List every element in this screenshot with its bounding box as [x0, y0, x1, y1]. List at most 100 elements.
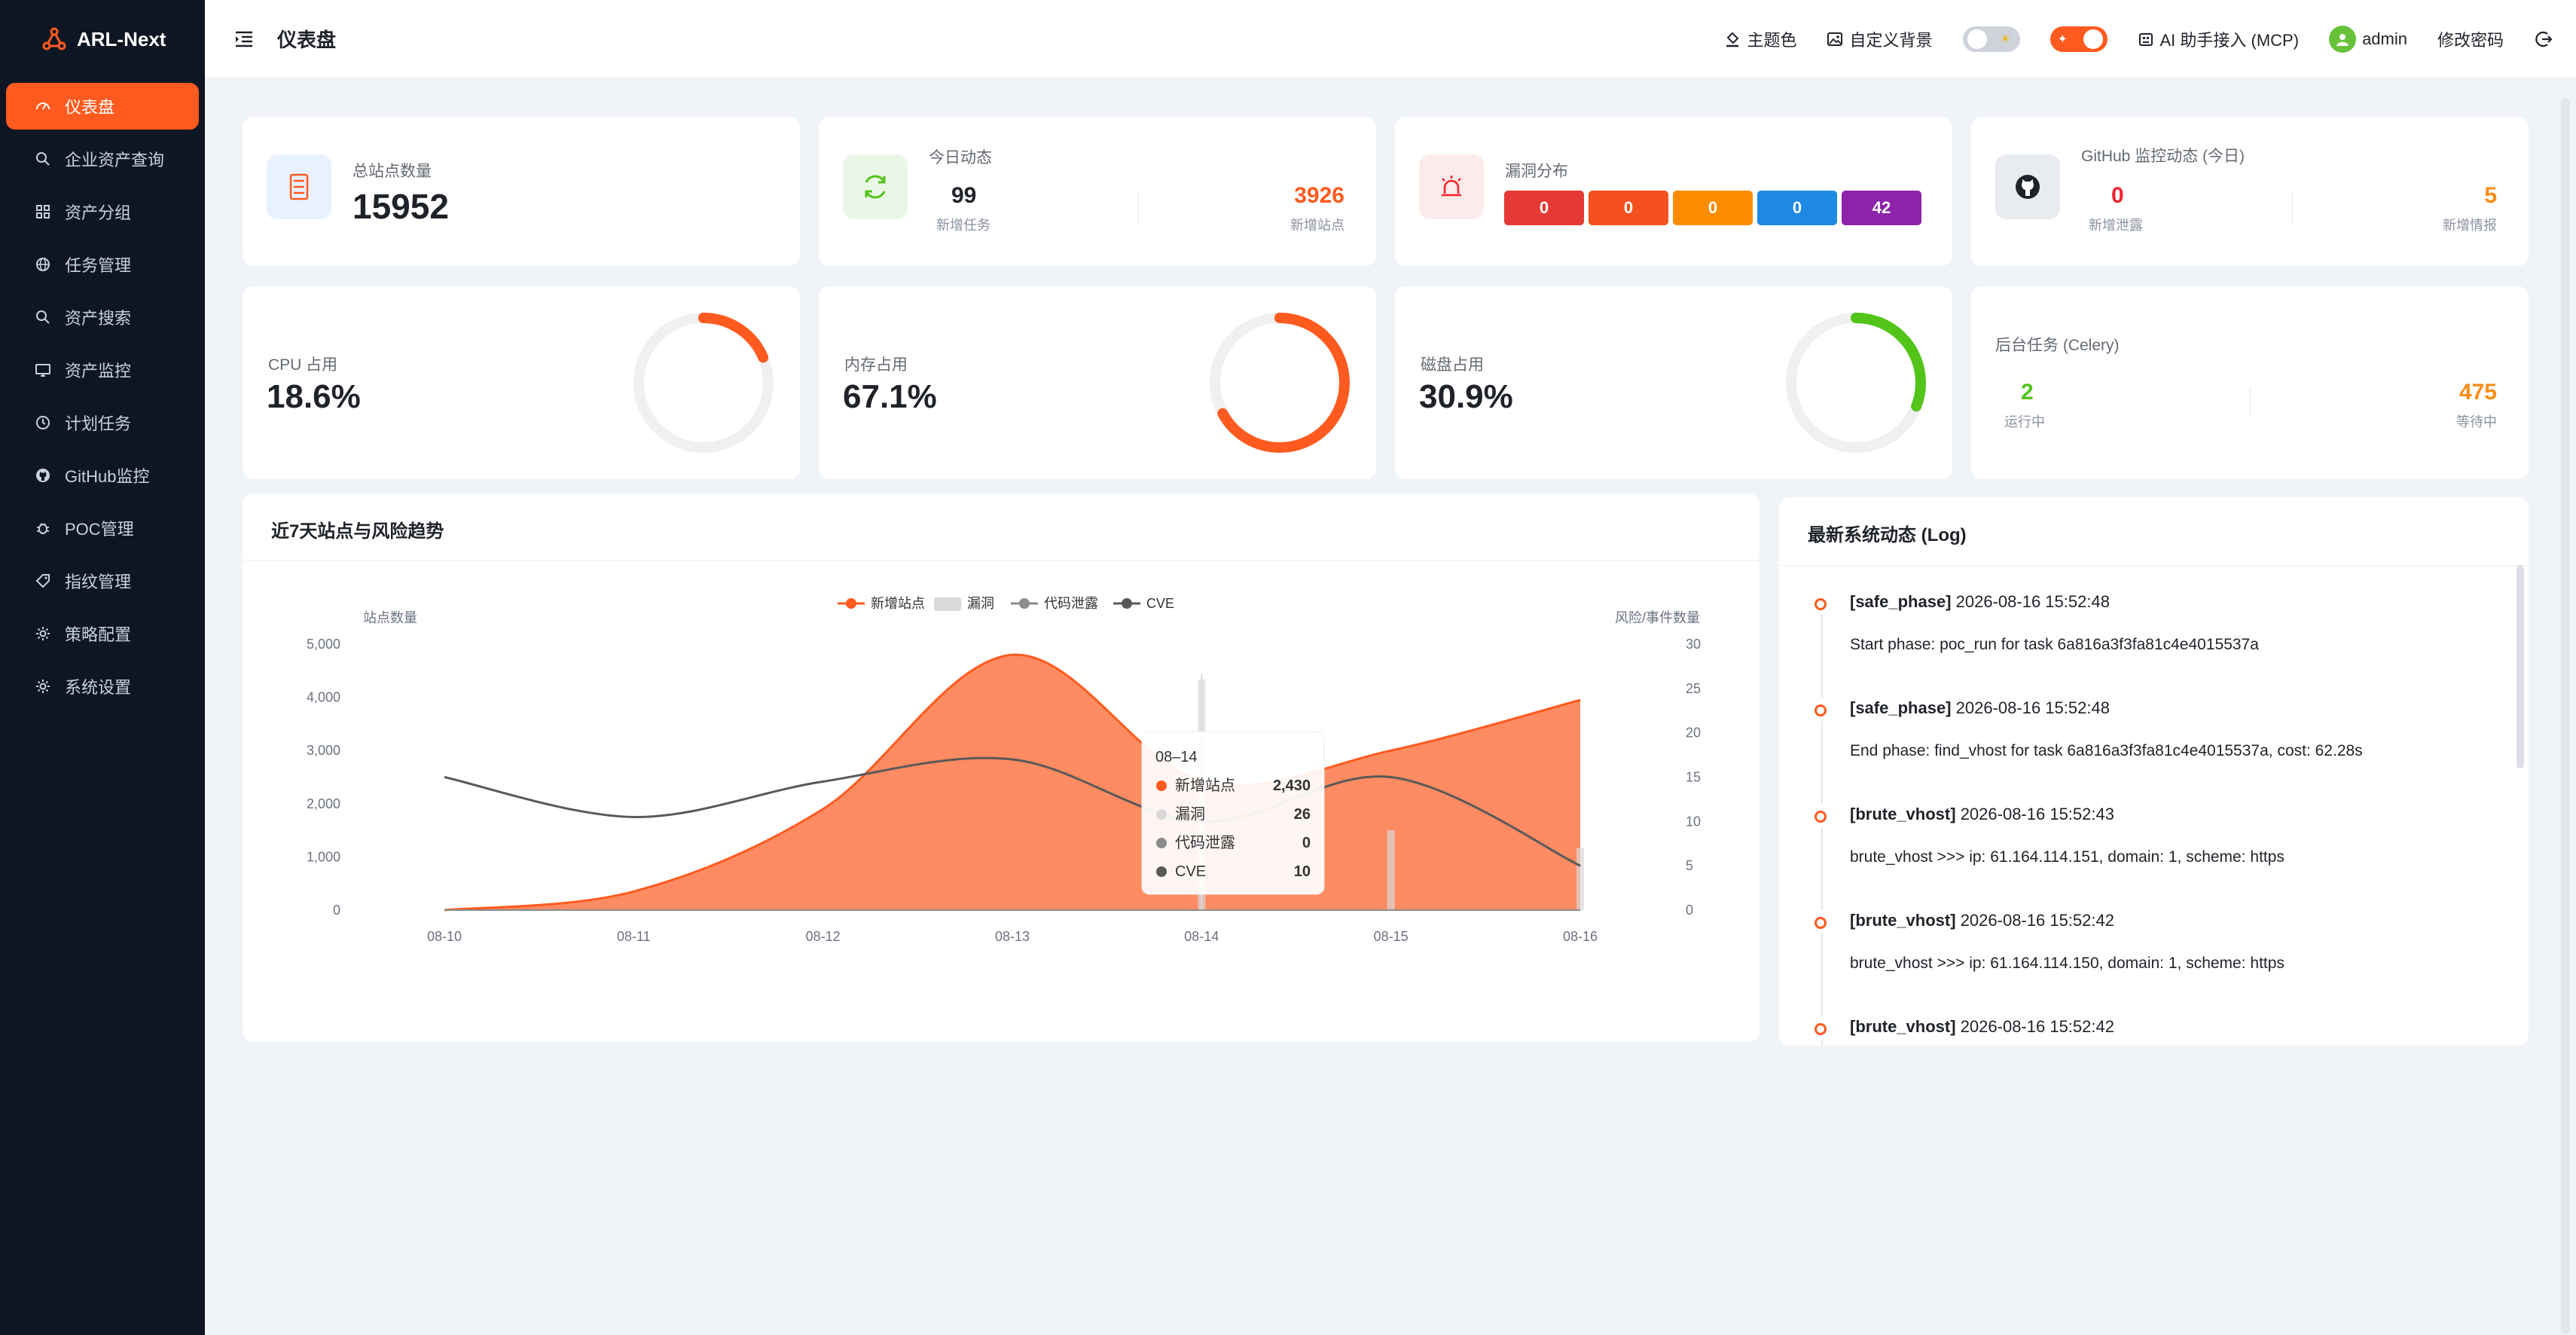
legend-label: CVE: [1146, 596, 1174, 611]
log-header: [safe_phase] 2026-08-16 15:52:48: [1850, 592, 2110, 612]
username: admin: [2362, 29, 2407, 48]
legend-marker: [1122, 598, 1132, 609]
disk-gauge: [1786, 313, 1926, 453]
log-dot-icon: [1814, 598, 1827, 610]
app-name: ARL-Next: [77, 27, 166, 50]
timeline-line: [1821, 827, 1823, 910]
sidebar: ARL-Next 仪表盘企业资产查询 资产分组任务管理资产搜索资产监控计划任务 Gi…: [0, 0, 205, 1335]
chart-title: 近7天站点与风险趋势: [271, 521, 444, 542]
log-header: [brute_vhost] 2026-08-16 15:52:42: [1850, 1017, 2114, 1037]
image-icon: [1827, 32, 1843, 46]
y2-tick-label: 0: [1686, 903, 1693, 918]
sidebar-item-10[interactable]: 策略配置: [6, 610, 199, 657]
ai-assistant-label: AI 助手接入 (MCP): [2159, 31, 2300, 50]
log-entry: [brute_vhost] 2026-08-16 15:52:43 brute_v…: [1814, 805, 2506, 910]
log-message: brute_vhost >>> ip: 61.164.114.150, doma…: [1850, 955, 2285, 972]
vuln-distribution-label: 漏洞分布: [1505, 163, 1568, 180]
gauge-fill: [633, 313, 774, 453]
color-mode-toggle[interactable]: ✦: [2050, 26, 2107, 52]
tooltip-series-name: 新增站点: [1175, 777, 1235, 794]
trend-chart[interactable]: 站点数量 风险/事件数量 5,000 4,000 3,000 2,000 1,000 0 30 2…: [243, 493, 1760, 1042]
log-dot-icon: [1814, 1023, 1827, 1035]
sidebar-item-4[interactable]: 资产搜索: [6, 294, 199, 341]
vuln-low-count[interactable]: 0: [1757, 191, 1837, 225]
globe-icon: [35, 256, 51, 273]
new-tasks-label: 新增任务: [936, 218, 990, 233]
tooltip-series-value: 26: [1294, 806, 1311, 823]
github-icon: [35, 467, 51, 484]
change-password-link[interactable]: 修改密码: [2437, 31, 2504, 50]
y-tick-label: 5,000: [307, 637, 340, 652]
vuln-high-count[interactable]: 0: [1589, 191, 1668, 225]
menu-toggle-icon[interactable]: [233, 29, 255, 50]
tooltip-series-name: CVE: [1175, 863, 1206, 880]
ai-assistant-button[interactable]: AI 助手接入 (MCP): [2138, 27, 2300, 51]
user-icon: [2336, 34, 2349, 46]
sidebar-item-7[interactable]: GitHub监控: [6, 452, 199, 499]
user-menu[interactable]: admin: [2329, 26, 2407, 53]
y2-tick-label: 25: [1686, 681, 1701, 696]
x-tick-label: 08-15: [1374, 929, 1409, 944]
total-sites-label: 总站点数量: [353, 163, 432, 180]
refresh-icon: [843, 154, 908, 219]
divider: [1779, 565, 2529, 566]
dark-mode-toggle[interactable]: ☀: [1962, 26, 2020, 52]
log-dot-icon: [1814, 917, 1827, 929]
log-header: [brute_vhost] 2026-08-16 15:52:43: [1850, 805, 2114, 824]
log-scrollbar[interactable]: [2516, 565, 2524, 768]
sidebar-item-8[interactable]: POC管理: [6, 505, 199, 551]
bar-mark: [1576, 848, 1584, 910]
log-list[interactable]: [safe_phase] 2026-08-16 15:52:48 Start ph…: [1779, 565, 2529, 1046]
sidebar-item-0[interactable]: 仪表盘: [6, 83, 199, 130]
custom-background-button[interactable]: 自定义背景: [1827, 27, 1933, 51]
tooltip-series-value: 10: [1294, 863, 1311, 880]
sidebar-item-9[interactable]: 指纹管理: [6, 558, 199, 604]
robot-icon: [2138, 33, 2153, 46]
sidebar-item-11[interactable]: 系统设置: [6, 663, 199, 710]
bug-icon: [35, 520, 51, 536]
tooltip-marker: [1156, 809, 1167, 820]
legend-label: 代码泄露: [1044, 596, 1098, 611]
sidebar-item-label: 资产监控: [65, 362, 132, 380]
sidebar-item-1[interactable]: 企业资产查询: [6, 136, 199, 182]
legend-label: 新增站点: [871, 596, 925, 611]
log-tag: [safe_phase]: [1850, 592, 1952, 611]
tooltip-marker: [1156, 781, 1167, 791]
new-intel-value: 5: [2484, 183, 2497, 208]
monitor-icon: [35, 362, 51, 378]
sidebar-item-3[interactable]: 任务管理: [6, 241, 199, 288]
log-tag: [brute_vhost]: [1850, 911, 1956, 930]
sidebar-item-2[interactable]: 资产分组: [6, 188, 199, 235]
sidebar-menu: 仪表盘企业资产查询 资产分组任务管理资产搜索资产监控计划任务 GitHub监控 POC…: [0, 78, 205, 720]
today-activity-label: 今日动态: [929, 149, 992, 166]
theme-color-button[interactable]: 主题色: [1724, 27, 1796, 51]
page-title: 仪表盘: [277, 29, 337, 51]
paint-bucket-icon: [1726, 32, 1739, 47]
sidebar-item-6[interactable]: 计划任务: [6, 399, 199, 446]
vuln-critical-count[interactable]: 0: [1504, 191, 1584, 225]
cve-series-line: [444, 756, 1581, 867]
log-dot-icon: [1814, 811, 1827, 823]
log-time: 2026-08-16 15:52:42: [1960, 1017, 2114, 1036]
tag-icon: [35, 573, 51, 589]
log-time: 2026-08-16 15:52:43: [1960, 805, 2114, 823]
celery-waiting-label: 等待中: [2456, 414, 2497, 429]
divider: [1138, 194, 1139, 224]
app-logo[interactable]: ARL-Next: [0, 0, 205, 78]
x-tick-label: 08-10: [427, 929, 462, 944]
x-tick-label: 08-11: [617, 929, 651, 944]
log-time: 2026-08-16 15:52:42: [1960, 911, 2114, 930]
sidebar-item-5[interactable]: 资产监控: [6, 347, 199, 393]
vuln-info-count[interactable]: 42: [1842, 191, 1921, 225]
page-scrollbar[interactable]: [2561, 98, 2570, 1333]
y-tick-label: 1,000: [307, 849, 340, 864]
logout-icon[interactable]: [2534, 29, 2553, 49]
celery-running-value: 2: [2021, 380, 2034, 405]
memory-gauge: [1210, 313, 1350, 453]
tooltip-title: 08–14: [1155, 749, 1198, 765]
sidebar-item-label: POC管理: [65, 520, 134, 539]
vuln-medium-count[interactable]: 0: [1673, 191, 1753, 225]
area-series-line: [444, 653, 1581, 912]
cpu-gauge: [633, 313, 774, 453]
timeline-line: [1821, 1040, 1823, 1046]
